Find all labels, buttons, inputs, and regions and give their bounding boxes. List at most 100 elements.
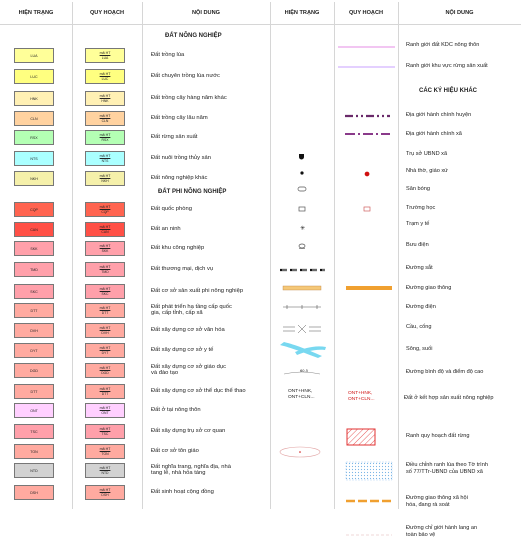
quy-hoach-prefix: mã HT — [99, 205, 111, 210]
hien-trang-swatch: DTT — [14, 303, 54, 318]
hien-trang-swatch: DGD — [14, 363, 54, 378]
header-quy-hoach-right: QUY HOẠCH — [348, 10, 384, 16]
hien-trang-swatch: SKK — [14, 241, 54, 256]
header-hien-trang-right: HIỆN TRẠNG — [284, 10, 320, 16]
land-use-label: Đất cơ sở tôn giáo — [151, 448, 199, 454]
land-use-label: Đất xây dựng cơ sở thể dục thể thao — [151, 388, 246, 394]
header-divider — [0, 24, 521, 25]
symbol-label: Ranh quy hoạch đất rừng — [406, 433, 470, 439]
ubnd-icon — [299, 154, 304, 160]
quy-hoach-swatch: mã HT NTD — [85, 463, 125, 478]
quy-hoach-swatch: mã HT CQP — [85, 202, 125, 217]
hien-trang-swatch: CQP — [14, 202, 54, 217]
land-use-label: Đất ở tại nông thôn — [151, 407, 201, 413]
quy-hoach-code: NKH — [101, 178, 109, 183]
symbol-label: Đường giao thông — [406, 285, 452, 291]
quy-hoach-prefix: mã HT — [99, 114, 111, 119]
land-use-label: Đất quốc phòng — [151, 206, 192, 212]
symbol-label: Trụ sở UBND xã — [406, 151, 448, 157]
symbol-label: Đường điện — [406, 304, 436, 310]
quy-hoach-swatch: mã HT DTT — [85, 384, 125, 399]
symbol-label: Sông, suối — [406, 346, 433, 352]
rice-adjust-pattern — [345, 461, 393, 481]
stadium-icon — [297, 186, 307, 192]
hien-trang-swatch: LUC — [14, 69, 54, 84]
hien-trang-swatch: CAN — [14, 222, 54, 237]
symbol-label: Ranh giới đất KDC nông thôn — [406, 42, 480, 48]
symbol-label: Cầu, cống — [406, 324, 432, 330]
quy-hoach-code: TSC — [101, 431, 109, 436]
column-divider — [72, 2, 73, 509]
header-noi-dung-right: NỘI DUNG — [445, 10, 474, 16]
land-use-label: Đất rừng sản xuất — [151, 134, 198, 140]
quy-hoach-code: TON — [101, 451, 109, 456]
hien-trang-swatch: DSH — [14, 485, 54, 500]
quy-hoach-prefix: mã HT — [99, 174, 111, 179]
contour-line — [283, 371, 321, 375]
road-ht — [282, 285, 322, 291]
quy-hoach-code: LUA — [101, 55, 109, 60]
land-use-label: Đất an ninh — [151, 226, 181, 232]
quy-hoach-code: DTT — [101, 391, 109, 396]
quy-hoach-prefix: mã HT — [99, 265, 111, 270]
hien-trang-swatch: LUA — [14, 48, 54, 63]
hien-trang-swatch: DTT — [14, 384, 54, 399]
hien-trang-swatch: DYT — [14, 343, 54, 358]
quy-hoach-prefix: mã HT — [99, 94, 111, 99]
forest-plan-hatch — [346, 428, 376, 446]
land-use-label: Đất nông nghiệp khác — [151, 175, 208, 181]
quy-hoach-prefix: mã HT — [99, 72, 111, 77]
hien-trang-swatch: NTD — [14, 463, 54, 478]
hien-trang-swatch: CLN — [14, 111, 54, 126]
land-use-label: Đất nuôi trồng thủy sản — [151, 155, 211, 161]
land-use-label: Đất trồng cây lâu năm — [151, 115, 208, 121]
quy-hoach-prefix: mã HT — [99, 133, 111, 138]
quy-hoach-code: SKC — [101, 291, 109, 296]
quy-hoach-swatch: mã HT SKK — [85, 241, 125, 256]
quy-hoach-prefix: mã HT — [99, 225, 111, 230]
bridge-icon — [283, 324, 321, 334]
quy-hoach-swatch: mã HT CLN — [85, 111, 125, 126]
quy-hoach-swatch: mã HT NTS — [85, 151, 125, 166]
land-use-label: Đất phát triển hạ tầng cấp quốc gia, cấp… — [151, 304, 232, 316]
symbol-label: Bưu điện — [406, 242, 429, 248]
church-icon-qh — [364, 171, 370, 177]
land-use-label: Đất trồng lúa — [151, 52, 185, 58]
quy-hoach-swatch: mã HT DSH — [85, 485, 125, 500]
column-divider — [334, 2, 335, 509]
road-qh — [346, 286, 392, 290]
section-title-ky-hieu-khac: CÁC KÝ HIỆU KHÁC — [419, 88, 478, 94]
church-icon-ht — [300, 171, 304, 175]
quy-hoach-prefix: mã HT — [99, 427, 111, 432]
symbol-label: Nhà thờ, giáo xứ — [406, 168, 448, 174]
symbol-label: Đường giao thông xã hội hóa, đang rà soá… — [406, 495, 468, 508]
land-use-label: Đất cơ sở sản xuất phi nông nghiệp — [151, 288, 244, 294]
school-icon-qh — [363, 206, 371, 212]
quy-hoach-prefix: mã HT — [99, 488, 111, 493]
symbol-label: Đất ở kết hợp sản xuất nông nghiệp — [404, 395, 494, 401]
hien-trang-swatch: NKH — [14, 171, 54, 186]
land-use-label: Đất xây dựng cơ sở văn hóa — [151, 327, 225, 333]
land-use-label: Đất xây dựng trụ sở cơ quan — [151, 428, 226, 434]
column-divider — [398, 2, 399, 509]
quy-hoach-code: NTS — [101, 158, 109, 163]
land-use-label: Đất sinh hoạt cộng đồng — [151, 489, 214, 495]
quy-hoach-swatch: mã HT RSX — [85, 130, 125, 145]
symbol-label: Đường sắt — [406, 265, 433, 271]
quy-hoach-code: DYT — [101, 350, 109, 355]
hien-trang-swatch: TON — [14, 444, 54, 459]
quy-hoach-code: NTD — [101, 470, 109, 475]
quy-hoach-swatch: mã HT LUA — [85, 48, 125, 63]
symbol-label: Trường học — [406, 205, 436, 211]
quy-hoach-swatch: mã HT HNK — [85, 91, 125, 106]
quy-hoach-swatch: mã HT TSC — [85, 424, 125, 439]
quy-hoach-prefix: mã HT — [99, 346, 111, 351]
quy-hoach-code: SKK — [101, 248, 109, 253]
quy-hoach-code: HNK — [101, 98, 109, 103]
symbol-label: Ranh giới khu vực rừng sản xuất — [406, 63, 488, 69]
quy-hoach-prefix: mã HT — [99, 244, 111, 249]
symbol-label: Địa giới hành chính xã — [406, 131, 462, 137]
quy-hoach-code: DTT — [101, 310, 109, 315]
